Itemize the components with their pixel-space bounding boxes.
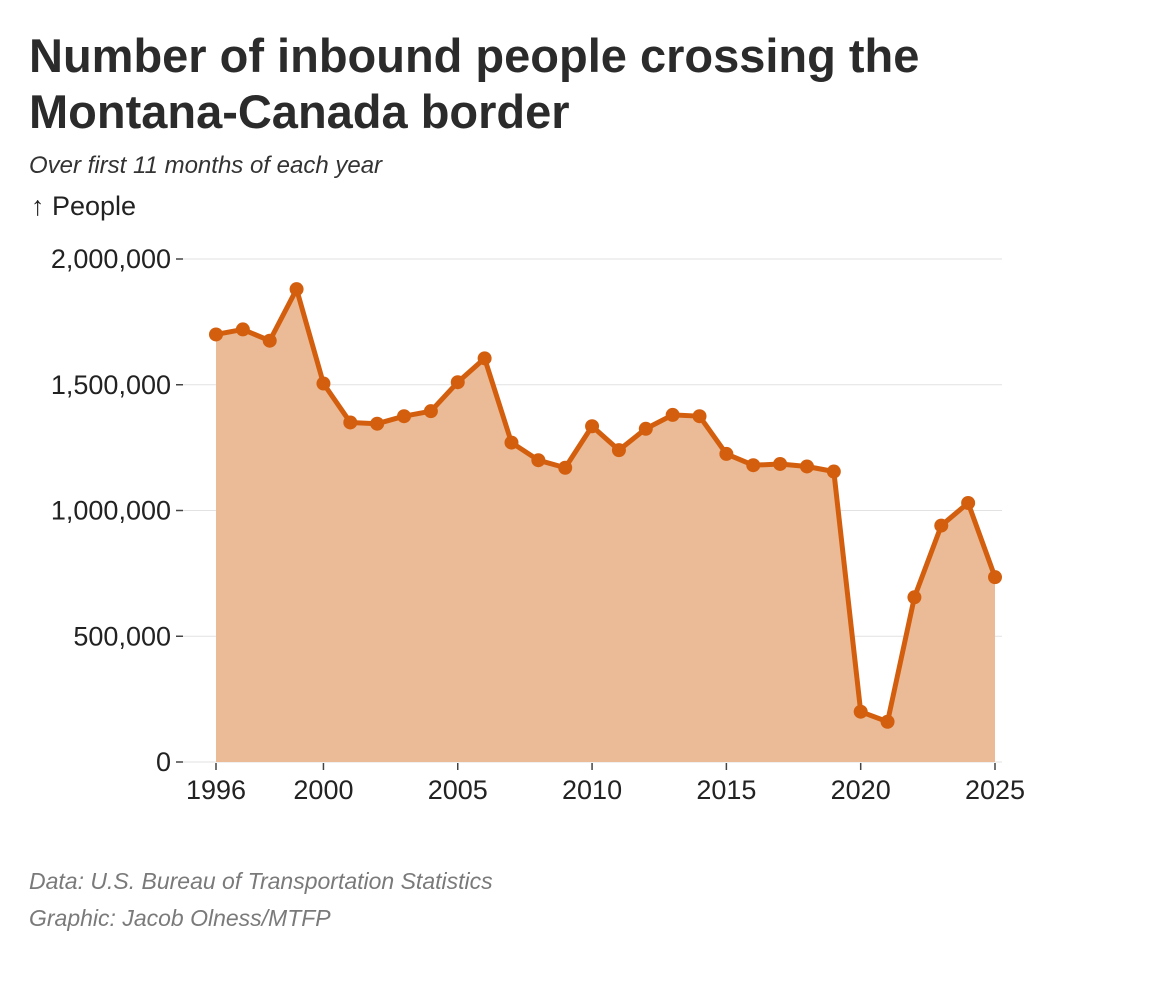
data-point <box>504 435 519 450</box>
data-point <box>585 419 600 434</box>
data-point <box>397 409 412 424</box>
graphic-credit: Graphic: Jacob Olness/MTFP <box>29 905 331 931</box>
y-tick-label: 1,500,000 <box>51 370 171 400</box>
data-point <box>961 495 976 510</box>
data-point <box>665 407 680 422</box>
chart-title: Number of inbound people crossing the Mo… <box>29 29 920 138</box>
data-point <box>611 443 626 458</box>
y-tick-label: 1,000,000 <box>51 496 171 526</box>
data-point <box>262 333 277 348</box>
data-point <box>209 327 223 342</box>
x-axis: 1996 2000 2005 2010 2015 2020 2025 <box>186 763 1025 805</box>
y-axis-label: ↑ People <box>31 191 137 221</box>
data-point <box>799 459 814 474</box>
y-tick-label: 2,000,000 <box>51 244 171 274</box>
data-point <box>719 446 734 461</box>
data-point <box>423 404 438 419</box>
data-point <box>988 570 1002 585</box>
data-point <box>853 704 868 719</box>
data-point <box>531 453 546 468</box>
x-tick-label: 2005 <box>428 775 488 805</box>
data-point <box>558 460 573 475</box>
data-point <box>907 590 922 605</box>
x-tick-label: 2000 <box>293 775 353 805</box>
chart-subtitle: Over first 11 months of each year <box>29 152 383 179</box>
area-fill <box>216 289 995 762</box>
data-point <box>692 409 707 424</box>
data-point <box>638 421 653 436</box>
data-point <box>289 282 304 297</box>
data-point <box>934 518 949 533</box>
plot-area <box>209 282 1002 762</box>
data-point <box>826 464 841 479</box>
data-point <box>773 456 788 471</box>
data-point <box>370 416 385 431</box>
x-tick-label: 1996 <box>186 775 246 805</box>
y-tick-label: 500,000 <box>73 621 171 651</box>
y-axis: 0 500,000 1,000,000 1,500,000 2,000,000 <box>51 244 183 777</box>
x-tick-label: 2025 <box>965 775 1025 805</box>
data-point <box>477 351 492 366</box>
data-point <box>235 322 250 337</box>
data-point <box>746 458 761 473</box>
y-tick-label: 0 <box>156 747 171 777</box>
x-tick-label: 2010 <box>562 775 622 805</box>
data-point <box>316 376 331 391</box>
data-point <box>343 415 358 430</box>
x-tick-label: 2015 <box>696 775 756 805</box>
x-tick-label: 2020 <box>831 775 891 805</box>
source-data-credit: Data: U.S. Bureau of Transportation Stat… <box>29 868 493 894</box>
data-point <box>880 714 895 729</box>
data-point <box>450 375 465 390</box>
